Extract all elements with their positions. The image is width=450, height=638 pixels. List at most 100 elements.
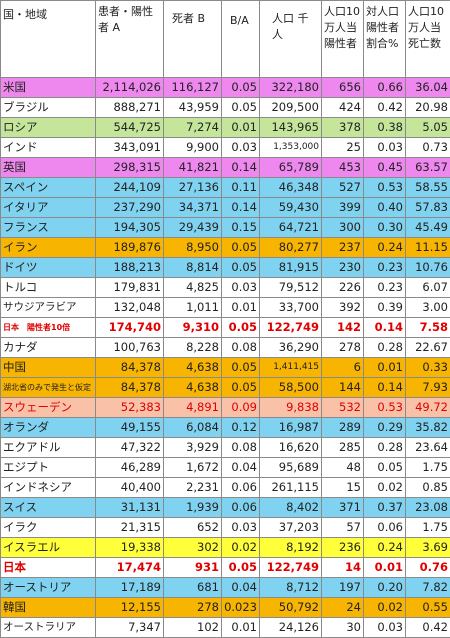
- cell-ratio: 0.04: [222, 578, 260, 598]
- cell-ratio: 0.09: [222, 398, 260, 418]
- cell-positive-percent: 0.24: [364, 238, 406, 258]
- cell-deaths-per-100k: 0.85: [406, 478, 450, 498]
- cell-patients: 100,763: [96, 338, 164, 358]
- cell-deaths: 4,825: [164, 278, 222, 298]
- cell-deaths-per-100k: 22.67: [406, 338, 450, 358]
- cell-positive-per-100k: 378: [322, 118, 364, 138]
- cell-country: インド: [1, 138, 96, 158]
- cell-positive-per-100k: 24: [322, 598, 364, 618]
- cell-population: 16,987: [260, 418, 322, 438]
- cell-country: 韓国: [1, 598, 96, 618]
- cell-country: オーストラリア: [1, 618, 96, 638]
- cell-positive-percent: 0.24: [364, 538, 406, 558]
- cell-positive-percent: 0.29: [364, 418, 406, 438]
- cell-positive-per-100k: 14: [322, 558, 364, 578]
- cell-population: 46,348: [260, 178, 322, 198]
- cell-deaths: 652: [164, 518, 222, 538]
- cell-country: 湖北省のみで発生と仮定: [1, 378, 96, 398]
- cell-population: 33,700: [260, 298, 322, 318]
- cell-patients: 132,048: [96, 298, 164, 318]
- cell-positive-per-100k: 237: [322, 238, 364, 258]
- cell-deaths-per-100k: 10.76: [406, 258, 450, 278]
- cell-population: 58,500: [260, 378, 322, 398]
- cell-population: 95,689: [260, 458, 322, 478]
- cell-patients: 19,338: [96, 538, 164, 558]
- cell-positive-percent: 0.39: [364, 298, 406, 318]
- cell-positive-percent: 0.40: [364, 198, 406, 218]
- cell-positive-percent: 0.53: [364, 398, 406, 418]
- cell-population: 9,838: [260, 398, 322, 418]
- cell-deaths-per-100k: 0.33: [406, 358, 450, 378]
- cell-patients: 189,876: [96, 238, 164, 258]
- cell-ratio: 0.02: [222, 538, 260, 558]
- cell-deaths-per-100k: 23.08: [406, 498, 450, 518]
- cell-patients: 244,109: [96, 178, 164, 198]
- cell-population: 80,277: [260, 238, 322, 258]
- cell-country: 日本 陽性者10倍: [1, 318, 96, 338]
- cell-population: 261,115: [260, 478, 322, 498]
- cell-positive-percent: 0.45: [364, 158, 406, 178]
- cell-deaths: 29,439: [164, 218, 222, 238]
- cell-patients: 188,213: [96, 258, 164, 278]
- cell-positive-per-100k: 424: [322, 98, 364, 118]
- cell-deaths: 9,900: [164, 138, 222, 158]
- header-cell-patients: 患者・陽性者 A: [96, 1, 164, 78]
- cell-deaths-per-100k: 36.04: [406, 78, 450, 98]
- cell-positive-percent: 0.03: [364, 618, 406, 638]
- cell-patients: 237,290: [96, 198, 164, 218]
- cell-patients: 46,289: [96, 458, 164, 478]
- cell-deaths-per-100k: 45.49: [406, 218, 450, 238]
- cell-deaths-per-100k: 1.75: [406, 458, 450, 478]
- cell-population: 322,180: [260, 78, 322, 98]
- cell-country: スイス: [1, 498, 96, 518]
- cell-deaths: 9,310: [164, 318, 222, 338]
- cell-ratio: 0.08: [222, 438, 260, 458]
- cell-positive-percent: 0.23: [364, 258, 406, 278]
- cell-population: 122,749: [260, 318, 322, 338]
- cell-population: 37,203: [260, 518, 322, 538]
- cell-positive-percent: 0.01: [364, 358, 406, 378]
- cell-positive-percent: 0.14: [364, 378, 406, 398]
- cell-population: 209,500: [260, 98, 322, 118]
- cell-country: イタリア: [1, 198, 96, 218]
- cell-positive-per-100k: 532: [322, 398, 364, 418]
- cell-patients: 17,474: [96, 558, 164, 578]
- cell-country: イラン: [1, 238, 96, 258]
- cell-deaths: 681: [164, 578, 222, 598]
- cell-patients: 12,155: [96, 598, 164, 618]
- cell-patients: 174,740: [96, 318, 164, 338]
- cell-population: 79,512: [260, 278, 322, 298]
- cell-deaths-per-100k: 7.93: [406, 378, 450, 398]
- cell-positive-per-100k: 656: [322, 78, 364, 98]
- cell-ratio: 0.01: [222, 618, 260, 638]
- cell-ratio: 0.05: [222, 238, 260, 258]
- cell-deaths: 102: [164, 618, 222, 638]
- cell-positive-per-100k: 289: [322, 418, 364, 438]
- cell-population: 36,290: [260, 338, 322, 358]
- cell-ratio: 0.12: [222, 418, 260, 438]
- cell-deaths: 302: [164, 538, 222, 558]
- header-cell-deaths-per-100k: 人口10万人当死亡数: [406, 1, 450, 78]
- cell-country: 英国: [1, 158, 96, 178]
- cell-population: 16,620: [260, 438, 322, 458]
- cell-positive-per-100k: 236: [322, 538, 364, 558]
- cell-country: ドイツ: [1, 258, 96, 278]
- cell-deaths: 8,228: [164, 338, 222, 358]
- cell-positive-per-100k: 15: [322, 478, 364, 498]
- header-cell-ratio: B/A: [222, 1, 260, 78]
- cell-positive-percent: 0.06: [364, 518, 406, 538]
- cell-deaths-per-100k: 5.05: [406, 118, 450, 138]
- cell-positive-percent: 0.05: [364, 458, 406, 478]
- cell-positive-percent: 0.37: [364, 498, 406, 518]
